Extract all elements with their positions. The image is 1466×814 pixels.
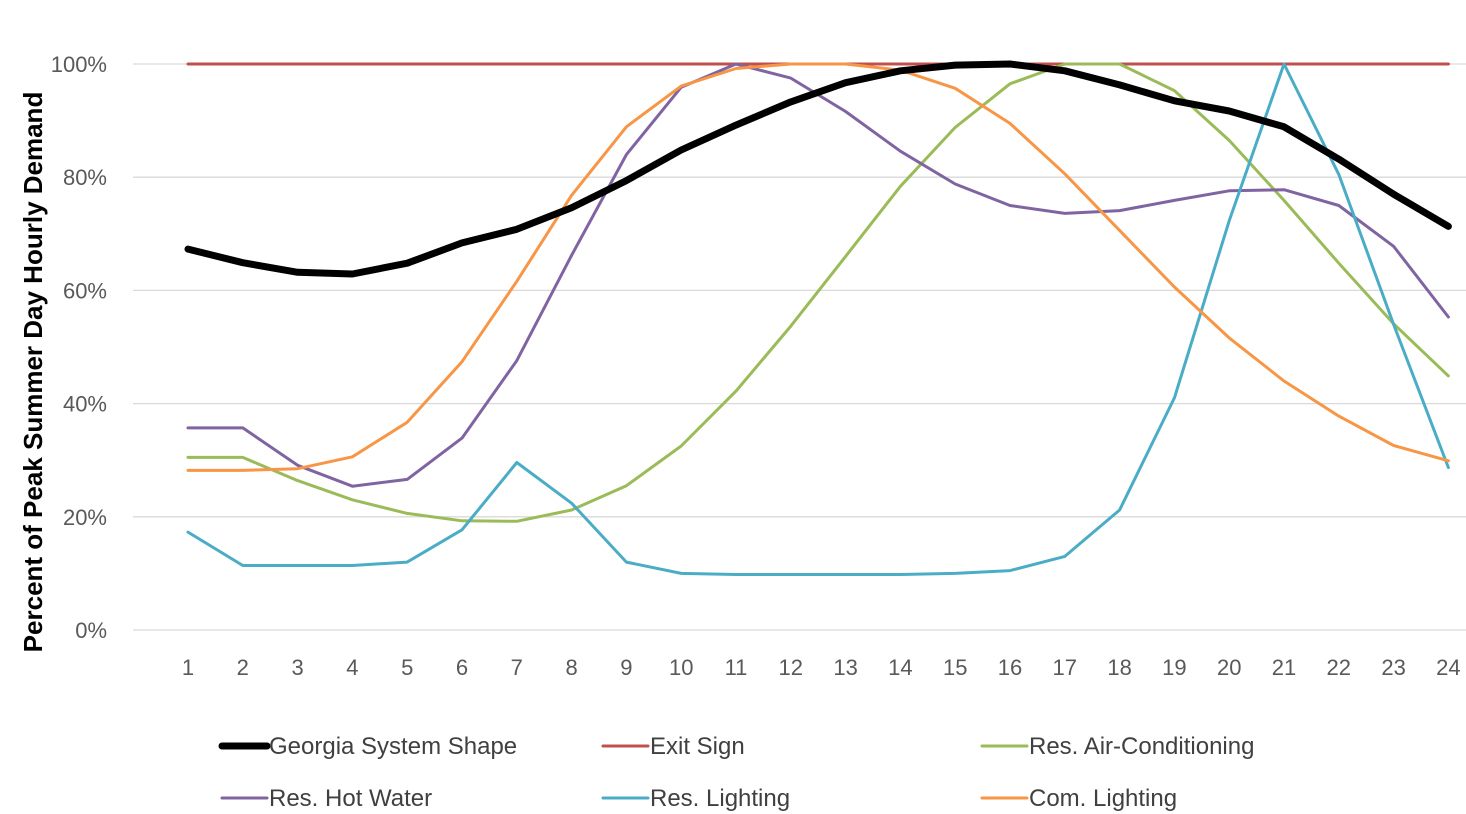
legend-item: Res. Hot Water: [220, 785, 432, 812]
series-line-georgia-system-shape: [184, 60, 1452, 278]
legend-label: Exit Sign: [650, 733, 745, 760]
x-tick-label: 7: [511, 655, 523, 680]
x-tick-label: 17: [1053, 655, 1077, 680]
y-tick-label: 0%: [75, 618, 107, 643]
series-line-res-lighting: [186, 62, 1450, 576]
x-tick-label: 20: [1217, 655, 1241, 680]
legend-item: Georgia System Shape: [218, 733, 517, 760]
y-tick-label: 60%: [63, 278, 107, 303]
y-axis-title: Percent of Peak Summer Day Hourly Demand: [18, 92, 48, 653]
x-tick-label: 9: [620, 655, 632, 680]
x-tick-label: 1: [182, 655, 194, 680]
x-axis-ticks: 1 2 3 4 5 6 7 8 9 10 11 12 13 14 15 16 17 18 19 20 21 22 23 24: [182, 655, 1461, 680]
legend-label: Com. Lighting: [1029, 785, 1177, 812]
y-tick-label: 80%: [63, 165, 107, 190]
legend-label: Res. Lighting: [650, 785, 790, 812]
x-tick-label: 4: [346, 655, 358, 680]
x-tick-label: 10: [669, 655, 693, 680]
x-tick-label: 22: [1327, 655, 1351, 680]
legend-item: Res. Lighting: [601, 785, 790, 812]
legend-item: Exit Sign: [601, 733, 745, 760]
y-tick-label: 20%: [63, 505, 107, 530]
series-line-res-hot-water: [186, 62, 1450, 488]
x-tick-label: 15: [943, 655, 967, 680]
y-tick-label: 40%: [63, 392, 107, 417]
y-tick-label: 100%: [51, 52, 107, 77]
y-axis-ticks: 0% 20% 40% 60% 80% 100%: [51, 52, 107, 643]
series-lines: [184, 60, 1452, 576]
x-tick-label: 6: [456, 655, 468, 680]
legend-item: Res. Air-Conditioning: [980, 733, 1254, 760]
x-tick-label: 8: [565, 655, 577, 680]
x-tick-label: 21: [1272, 655, 1296, 680]
grid-lines: [133, 63, 1466, 631]
x-tick-label: 16: [998, 655, 1022, 680]
x-tick-label: 13: [833, 655, 857, 680]
legend-label: Georgia System Shape: [269, 733, 517, 760]
x-tick-label: 23: [1381, 655, 1405, 680]
x-tick-label: 12: [779, 655, 803, 680]
x-tick-label: 2: [237, 655, 249, 680]
x-tick-label: 3: [291, 655, 303, 680]
legend-label: Res. Hot Water: [269, 785, 432, 812]
legend: Georgia System Shape Exit Sign Res. Air-Co…: [218, 733, 1254, 812]
legend-item: Com. Lighting: [980, 785, 1177, 812]
x-tick-label: 18: [1107, 655, 1131, 680]
x-tick-label: 5: [401, 655, 413, 680]
x-tick-label: 24: [1436, 655, 1460, 680]
series-line-res-air-conditioning: [186, 62, 1450, 523]
series-line-com-lighting: [186, 62, 1450, 472]
legend-label: Res. Air-Conditioning: [1029, 733, 1254, 760]
x-tick-label: 14: [888, 655, 912, 680]
x-tick-label: 19: [1162, 655, 1186, 680]
x-tick-label: 11: [725, 655, 748, 680]
